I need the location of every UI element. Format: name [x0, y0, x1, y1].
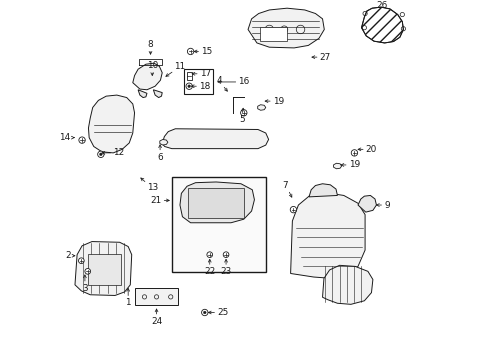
- Text: 4: 4: [217, 76, 222, 85]
- Text: 20: 20: [365, 145, 376, 154]
- Text: 2: 2: [65, 251, 71, 260]
- Polygon shape: [138, 90, 147, 98]
- Polygon shape: [247, 8, 324, 48]
- Polygon shape: [75, 242, 131, 296]
- Text: 7: 7: [282, 181, 287, 190]
- Circle shape: [290, 206, 296, 213]
- Bar: [187, 188, 244, 218]
- Polygon shape: [133, 63, 162, 90]
- Text: 19: 19: [348, 161, 359, 170]
- Text: 11: 11: [174, 62, 185, 71]
- Bar: [87, 253, 121, 285]
- Circle shape: [187, 48, 193, 55]
- Circle shape: [187, 85, 190, 87]
- Polygon shape: [290, 193, 365, 278]
- Polygon shape: [88, 95, 134, 153]
- Bar: [260, 27, 286, 41]
- Text: 3: 3: [82, 284, 87, 293]
- Bar: [135, 288, 178, 305]
- Circle shape: [79, 137, 85, 143]
- Text: 14: 14: [60, 133, 71, 142]
- Text: 13: 13: [147, 183, 158, 192]
- Text: 27: 27: [319, 53, 330, 62]
- Polygon shape: [361, 7, 403, 43]
- Polygon shape: [357, 195, 376, 212]
- Text: 12: 12: [113, 148, 124, 157]
- Circle shape: [350, 150, 357, 156]
- Circle shape: [240, 110, 246, 116]
- Text: 8: 8: [147, 40, 153, 49]
- Text: 16: 16: [238, 77, 249, 86]
- Text: 26: 26: [376, 1, 387, 10]
- Text: 10: 10: [146, 61, 158, 70]
- Circle shape: [79, 258, 84, 264]
- Text: 1: 1: [125, 298, 131, 307]
- Text: 23: 23: [220, 267, 231, 276]
- Polygon shape: [160, 139, 167, 145]
- Text: 6: 6: [157, 153, 163, 162]
- Text: 15: 15: [201, 47, 212, 56]
- Polygon shape: [257, 105, 265, 110]
- Polygon shape: [153, 90, 162, 98]
- Text: 18: 18: [199, 82, 210, 91]
- Text: 21: 21: [150, 196, 161, 205]
- Text: 17: 17: [200, 69, 211, 78]
- Text: 22: 22: [203, 267, 215, 276]
- Circle shape: [185, 83, 192, 89]
- Bar: [184, 69, 213, 94]
- Text: 24: 24: [151, 317, 162, 326]
- Circle shape: [203, 311, 206, 314]
- Circle shape: [223, 252, 228, 257]
- Bar: [186, 72, 191, 80]
- Polygon shape: [322, 265, 372, 304]
- Polygon shape: [180, 182, 254, 223]
- Text: 9: 9: [384, 201, 389, 210]
- Circle shape: [201, 309, 207, 316]
- Circle shape: [100, 153, 102, 156]
- Polygon shape: [333, 163, 341, 169]
- Text: 19: 19: [272, 96, 284, 105]
- Circle shape: [85, 269, 90, 274]
- Bar: [171, 177, 265, 273]
- Text: 25: 25: [217, 308, 228, 317]
- Polygon shape: [162, 129, 268, 149]
- Polygon shape: [308, 184, 337, 197]
- Circle shape: [206, 252, 212, 257]
- Circle shape: [98, 151, 104, 158]
- Text: 5: 5: [239, 115, 244, 124]
